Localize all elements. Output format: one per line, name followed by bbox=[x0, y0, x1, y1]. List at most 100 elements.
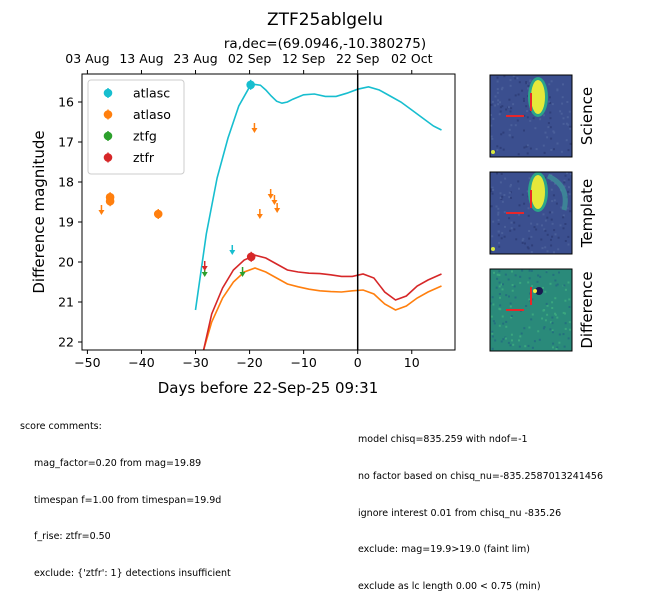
thumbnail-noise bbox=[525, 81, 528, 83]
thumbnail-noise bbox=[525, 305, 528, 307]
thumbnail-noise bbox=[512, 103, 515, 106]
thumbnail-noise bbox=[499, 181, 502, 184]
thumbnail-noise bbox=[497, 211, 500, 214]
thumbnail-noise bbox=[523, 100, 525, 102]
thumbnail-noise bbox=[567, 337, 570, 340]
thumbnail-noise bbox=[490, 302, 493, 305]
thumbnail-noise bbox=[502, 338, 505, 341]
thumbnail-noise bbox=[542, 286, 544, 289]
thumbnail-noise bbox=[542, 114, 545, 117]
thumbnail-noise bbox=[510, 316, 513, 319]
residual-dark bbox=[535, 287, 543, 295]
y-tick-label: 17 bbox=[58, 135, 74, 150]
thumbnail-noise bbox=[533, 226, 536, 229]
thumbnail-noise bbox=[505, 325, 508, 328]
thumbnail-noise bbox=[509, 302, 512, 305]
upper-limit-arrow-atlasc bbox=[229, 250, 236, 255]
thumbnail-noise bbox=[530, 251, 533, 253]
thumbnail-noise bbox=[562, 333, 565, 336]
thumbnail-noise bbox=[566, 207, 569, 210]
thumbnail-noise bbox=[499, 146, 502, 149]
thumbnail-noise bbox=[502, 283, 504, 286]
thumbnail-noise bbox=[554, 312, 556, 315]
thumbnail-noise bbox=[557, 248, 560, 251]
thumbnail-noise bbox=[499, 101, 501, 104]
thumbnail-noise bbox=[536, 280, 539, 283]
star bbox=[491, 247, 495, 251]
thumbnail-noise bbox=[496, 80, 499, 83]
thumbnail-noise bbox=[492, 320, 495, 323]
thumbnail-noise bbox=[498, 293, 501, 295]
thumbnail-noise bbox=[497, 207, 500, 210]
thumbnail-noise bbox=[563, 179, 566, 182]
legend-label-atlaso: atlaso bbox=[133, 107, 171, 122]
thumbnail-noise bbox=[503, 75, 506, 78]
thumbnail-noise bbox=[555, 202, 558, 205]
score-comment: timespan f=1.00 from timespan=19.9d bbox=[34, 494, 222, 506]
thumbnail-noise bbox=[503, 194, 506, 196]
thumbnail-noise bbox=[498, 241, 501, 244]
thumbnail-noise bbox=[551, 211, 554, 214]
thumbnail-noise bbox=[501, 288, 504, 291]
thumbnail-noise bbox=[517, 93, 520, 96]
thumbnail-noise bbox=[554, 313, 557, 316]
thumbnail-noise bbox=[563, 284, 566, 287]
data-point-atlaso bbox=[153, 209, 163, 219]
thumbnail-noise bbox=[545, 271, 548, 274]
thumbnail-noise bbox=[497, 99, 500, 102]
thumbnail-noise bbox=[552, 194, 555, 197]
thumbnail-noise bbox=[562, 227, 565, 230]
thumbnail-noise bbox=[566, 101, 569, 103]
thumbnail-noise bbox=[528, 277, 531, 280]
thumbnail-noise bbox=[501, 195, 504, 198]
thumbnail-noise bbox=[491, 186, 494, 189]
thumbnail-noise bbox=[510, 333, 513, 336]
thumbnail-noise bbox=[504, 177, 507, 180]
thumbnail-noise bbox=[498, 285, 501, 288]
thumbnail-noise bbox=[551, 301, 554, 304]
thumbnail-noise bbox=[526, 116, 529, 119]
y-tick-label: 16 bbox=[58, 95, 74, 110]
thumbnail-template: Template bbox=[489, 171, 596, 255]
thumbnail-noise bbox=[514, 296, 517, 299]
thumbnail-noise bbox=[569, 127, 572, 130]
thumbnail-noise bbox=[525, 82, 528, 85]
thumbnail-noise bbox=[562, 83, 564, 86]
thumbnail-noise bbox=[530, 318, 533, 321]
thumbnail-noise bbox=[544, 229, 547, 232]
thumbnail-noise bbox=[492, 303, 495, 306]
thumbnail-noise bbox=[508, 134, 511, 137]
star bbox=[491, 150, 495, 154]
thumbnail-noise bbox=[490, 124, 493, 127]
thumbnail-noise bbox=[542, 213, 545, 216]
thumbnail-noise bbox=[526, 152, 529, 155]
thumbnail-noise bbox=[526, 246, 529, 249]
thumbnail-noise bbox=[508, 196, 511, 199]
thumbnail-noise bbox=[509, 305, 512, 308]
thumbnail-noise bbox=[569, 125, 572, 128]
thumbnail-noise bbox=[523, 202, 526, 205]
thumbnail-noise bbox=[523, 146, 526, 149]
thumbnail-noise bbox=[528, 326, 531, 329]
thumbnail-noise bbox=[491, 235, 494, 238]
thumbnail-noise bbox=[528, 269, 531, 272]
thumbnail-noise bbox=[508, 98, 511, 101]
thumbnail-noise bbox=[501, 232, 504, 235]
thumbnail-noise bbox=[496, 277, 499, 280]
score-comments-left: score comments: mag_factor=0.20 from mag… bbox=[20, 397, 231, 592]
thumbnail-noise bbox=[491, 330, 494, 333]
thumbnail-noise bbox=[549, 96, 551, 99]
upper-limit-arrow-ztfg bbox=[201, 272, 208, 277]
thumbnail-noise bbox=[497, 103, 500, 106]
thumbnail-noise bbox=[563, 181, 566, 184]
thumbnail-noise bbox=[553, 229, 556, 232]
thumbnail-noise bbox=[530, 269, 533, 272]
thumbnail-noise bbox=[523, 129, 525, 132]
thumbnail-noise bbox=[505, 294, 508, 297]
thumbnail-noise bbox=[511, 289, 514, 292]
thumbnail-noise bbox=[529, 119, 532, 122]
thumbnail-noise bbox=[499, 196, 502, 199]
thumbnail-noise bbox=[510, 227, 513, 230]
thumbnail-noise bbox=[504, 337, 507, 340]
thumbnail-noise bbox=[490, 188, 493, 191]
